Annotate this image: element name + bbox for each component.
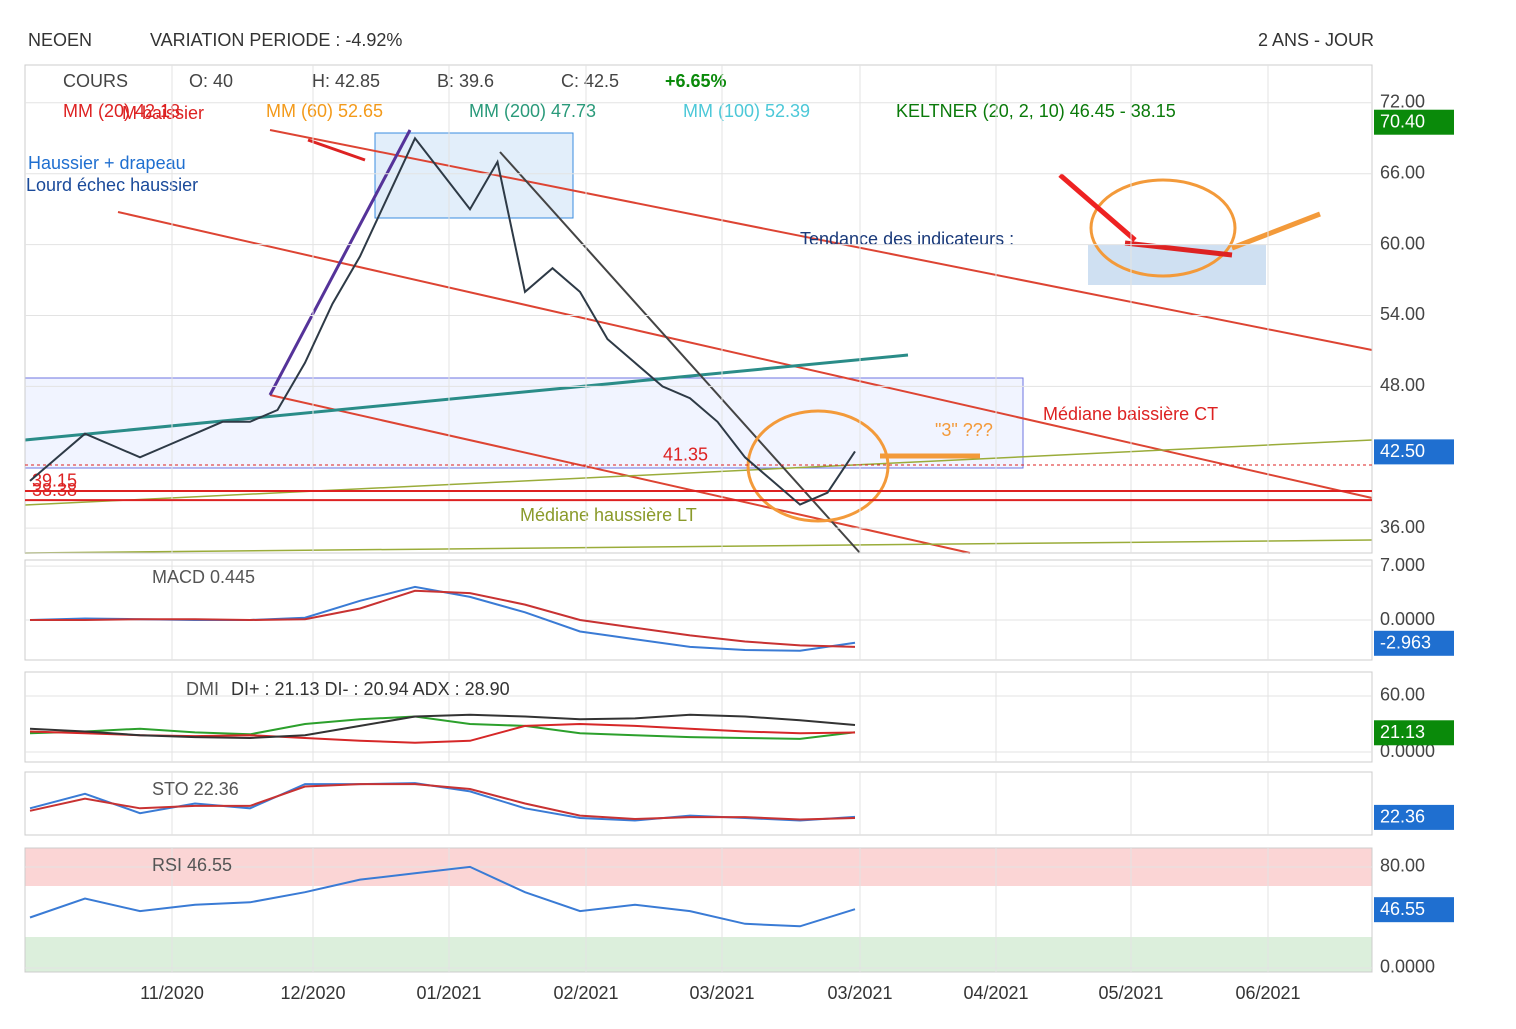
channel-low bbox=[269, 394, 971, 554]
y-tick-label: 72.00 bbox=[1380, 92, 1425, 112]
x-tick-label: 02/2021 bbox=[553, 983, 618, 1003]
value-badge-label: 21.13 bbox=[1380, 722, 1425, 742]
y-tick-label: 60.00 bbox=[1380, 233, 1425, 253]
value-badge-label: 22.36 bbox=[1380, 807, 1425, 827]
y-tick-label: 80.00 bbox=[1380, 856, 1425, 876]
x-tick-label: 05/2021 bbox=[1098, 983, 1163, 1003]
panel-label: MACD 0.445 bbox=[152, 567, 255, 587]
value-badge bbox=[1374, 804, 1454, 830]
series-line bbox=[29, 783, 856, 821]
panel bbox=[24, 671, 1373, 763]
y-tick-label: 0.0000 bbox=[1380, 741, 1435, 761]
legend-high: H: 42.85 bbox=[312, 71, 380, 91]
level-label: 38.38 bbox=[32, 480, 77, 500]
panel bbox=[24, 771, 1373, 836]
legend-close: C: 42.5 bbox=[561, 71, 619, 91]
value-badge bbox=[1374, 720, 1454, 746]
legend-mm100: MM (100) 52.39 bbox=[683, 101, 810, 121]
annotation: M baissier bbox=[122, 103, 204, 123]
arrow bbox=[1058, 173, 1137, 242]
panel bbox=[24, 847, 1373, 973]
value-badge-label: 70.40 bbox=[1380, 111, 1425, 131]
value-badge-label: -2.963 bbox=[1380, 633, 1431, 653]
x-tick-label: 03/2021 bbox=[689, 983, 754, 1003]
panel-label: STO 22.36 bbox=[152, 779, 239, 799]
circle bbox=[746, 409, 890, 523]
y-tick-label: 0.0000 bbox=[1380, 609, 1435, 629]
y-tick-label: 60.00 bbox=[1380, 685, 1425, 705]
legend-change: +6.65% bbox=[665, 71, 727, 91]
y-tick-label: 36.00 bbox=[1380, 517, 1425, 537]
legend-mm200: MM (200) 47.73 bbox=[469, 101, 596, 121]
flag-box bbox=[374, 132, 574, 219]
panel-label: RSI 46.55 bbox=[152, 855, 232, 875]
level-label: 39.15 bbox=[32, 471, 77, 491]
panel-values: DI+ : 21.13 DI- : 20.94 ADX : 28.90 bbox=[231, 679, 510, 699]
x-tick-label: 12/2020 bbox=[280, 983, 345, 1003]
value-badge-label: 46.55 bbox=[1380, 899, 1425, 919]
series-line bbox=[29, 715, 856, 740]
y-tick-label: 54.00 bbox=[1380, 304, 1425, 324]
legend-cours: COURS bbox=[63, 71, 128, 91]
lt-line bbox=[24, 439, 1373, 506]
symbol: NEOEN bbox=[28, 30, 92, 50]
y-tick-label: 0.0000 bbox=[1380, 957, 1435, 977]
level-label: 41.35 bbox=[663, 445, 708, 465]
annotation: Lourd échec haussier bbox=[26, 175, 198, 195]
x-tick-label: 06/2021 bbox=[1235, 983, 1300, 1003]
x-tick-label: 11/2020 bbox=[140, 983, 204, 1003]
legend-open: O: 40 bbox=[189, 71, 233, 91]
value-badge bbox=[1374, 109, 1454, 135]
y-tick-label: 48.00 bbox=[1380, 375, 1425, 395]
y-tick-label: 7.000 bbox=[1380, 555, 1425, 575]
period: 2 ANS - JOUR bbox=[1258, 30, 1374, 50]
channel-top bbox=[269, 129, 1373, 351]
up-leg bbox=[268, 129, 412, 396]
value-badge bbox=[1374, 630, 1454, 656]
arrow bbox=[1231, 211, 1321, 251]
x-tick-label: 03/2021 bbox=[827, 983, 892, 1003]
arrow bbox=[307, 138, 366, 162]
annotation: Médiane haussière LT bbox=[520, 505, 697, 525]
panel bbox=[24, 559, 1373, 661]
variation: VARIATION PERIODE : -4.92% bbox=[150, 30, 402, 50]
series-line bbox=[29, 136, 856, 506]
annotations-drawing bbox=[24, 129, 1373, 972]
lt-line bbox=[24, 539, 1373, 554]
series-line bbox=[29, 722, 856, 744]
series-line bbox=[29, 713, 856, 740]
series-line bbox=[30, 589, 856, 648]
panel-label: DMI bbox=[186, 679, 219, 699]
annotation: Tendance des indicateurs : bbox=[800, 229, 1014, 249]
legend-keltner: KELTNER (20, 2, 10) 46.45 - 38.15 bbox=[896, 101, 1176, 121]
annotation: "3" ??? bbox=[935, 420, 993, 440]
panel bbox=[24, 64, 1373, 554]
y-tick-label: 66.00 bbox=[1380, 162, 1425, 182]
value-badge-label: 42.50 bbox=[1380, 441, 1425, 461]
legend-mm20: MM (20) 42.18 bbox=[63, 101, 180, 121]
down-leg bbox=[499, 151, 861, 554]
legend-mm60: MM (60) 52.65 bbox=[266, 101, 383, 121]
x-tick-label: 01/2021 bbox=[416, 983, 481, 1003]
rsi-oversold bbox=[25, 937, 1372, 972]
value-badge bbox=[1374, 897, 1454, 923]
x-tick-label: 04/2021 bbox=[963, 983, 1028, 1003]
series-line bbox=[29, 865, 856, 928]
value-badge bbox=[1374, 439, 1454, 465]
annotation: Haussier + drapeau bbox=[28, 153, 186, 173]
legend-low: B: 39.6 bbox=[437, 71, 494, 91]
circle bbox=[1089, 178, 1237, 278]
